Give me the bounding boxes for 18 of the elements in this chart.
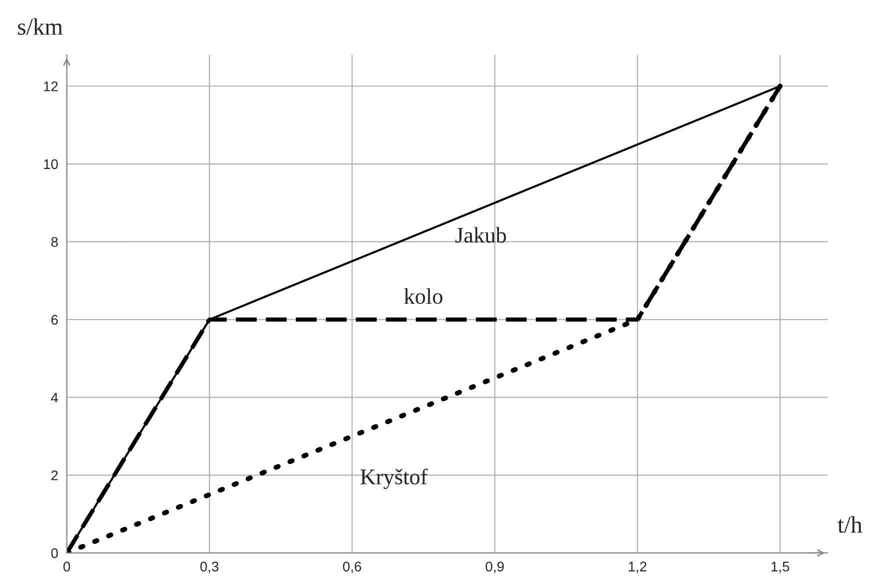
y-tick-label: 6 (51, 314, 58, 325)
series-label: Jakub (455, 227, 506, 243)
x-tick-label: 1,2 (628, 562, 646, 574)
y-tick-label: 2 (51, 470, 58, 480)
x-tick-label: 1,5 (772, 562, 790, 574)
x-tick-label: 0,6 (342, 562, 362, 574)
y-axis-title: s/km (18, 18, 63, 35)
y-tick-label: 4 (51, 392, 58, 402)
y-tick-label: 0 (51, 548, 58, 558)
x-tick-label: 0,3 (200, 562, 218, 574)
y-tick-label: 10 (44, 159, 58, 170)
x-tick-label: 0 (63, 562, 70, 572)
y-tick-label: 8 (51, 237, 58, 247)
series-label: Kryštof (360, 468, 428, 490)
series-label: kolo (404, 288, 442, 304)
x-tick-label: 0,9 (486, 562, 504, 574)
x-axis-title: t/h (838, 516, 862, 533)
y-tick-label: 12 (44, 81, 58, 92)
